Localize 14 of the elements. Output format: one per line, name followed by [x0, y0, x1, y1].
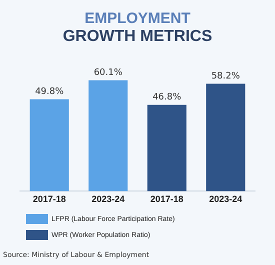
data-label: 49.8% [35, 87, 64, 98]
bar [206, 84, 246, 192]
data-label: 58.2% [211, 72, 240, 82]
bar [88, 80, 128, 192]
x-tick-label: 2023-24 [92, 194, 125, 204]
chart-title: EMPLOYMENT [84, 10, 192, 27]
chart-subtitle: GROWTH METRICS [62, 28, 214, 46]
x-tick-label: 2017-18 [32, 194, 66, 204]
x-tick-label: 2023-24 [209, 194, 242, 204]
x-tick-label: 2017-18 [150, 194, 184, 204]
data-label: 60.1% [94, 68, 123, 78]
bar [147, 104, 186, 192]
bar [30, 99, 69, 192]
data-label: 46.8% [152, 92, 182, 103]
